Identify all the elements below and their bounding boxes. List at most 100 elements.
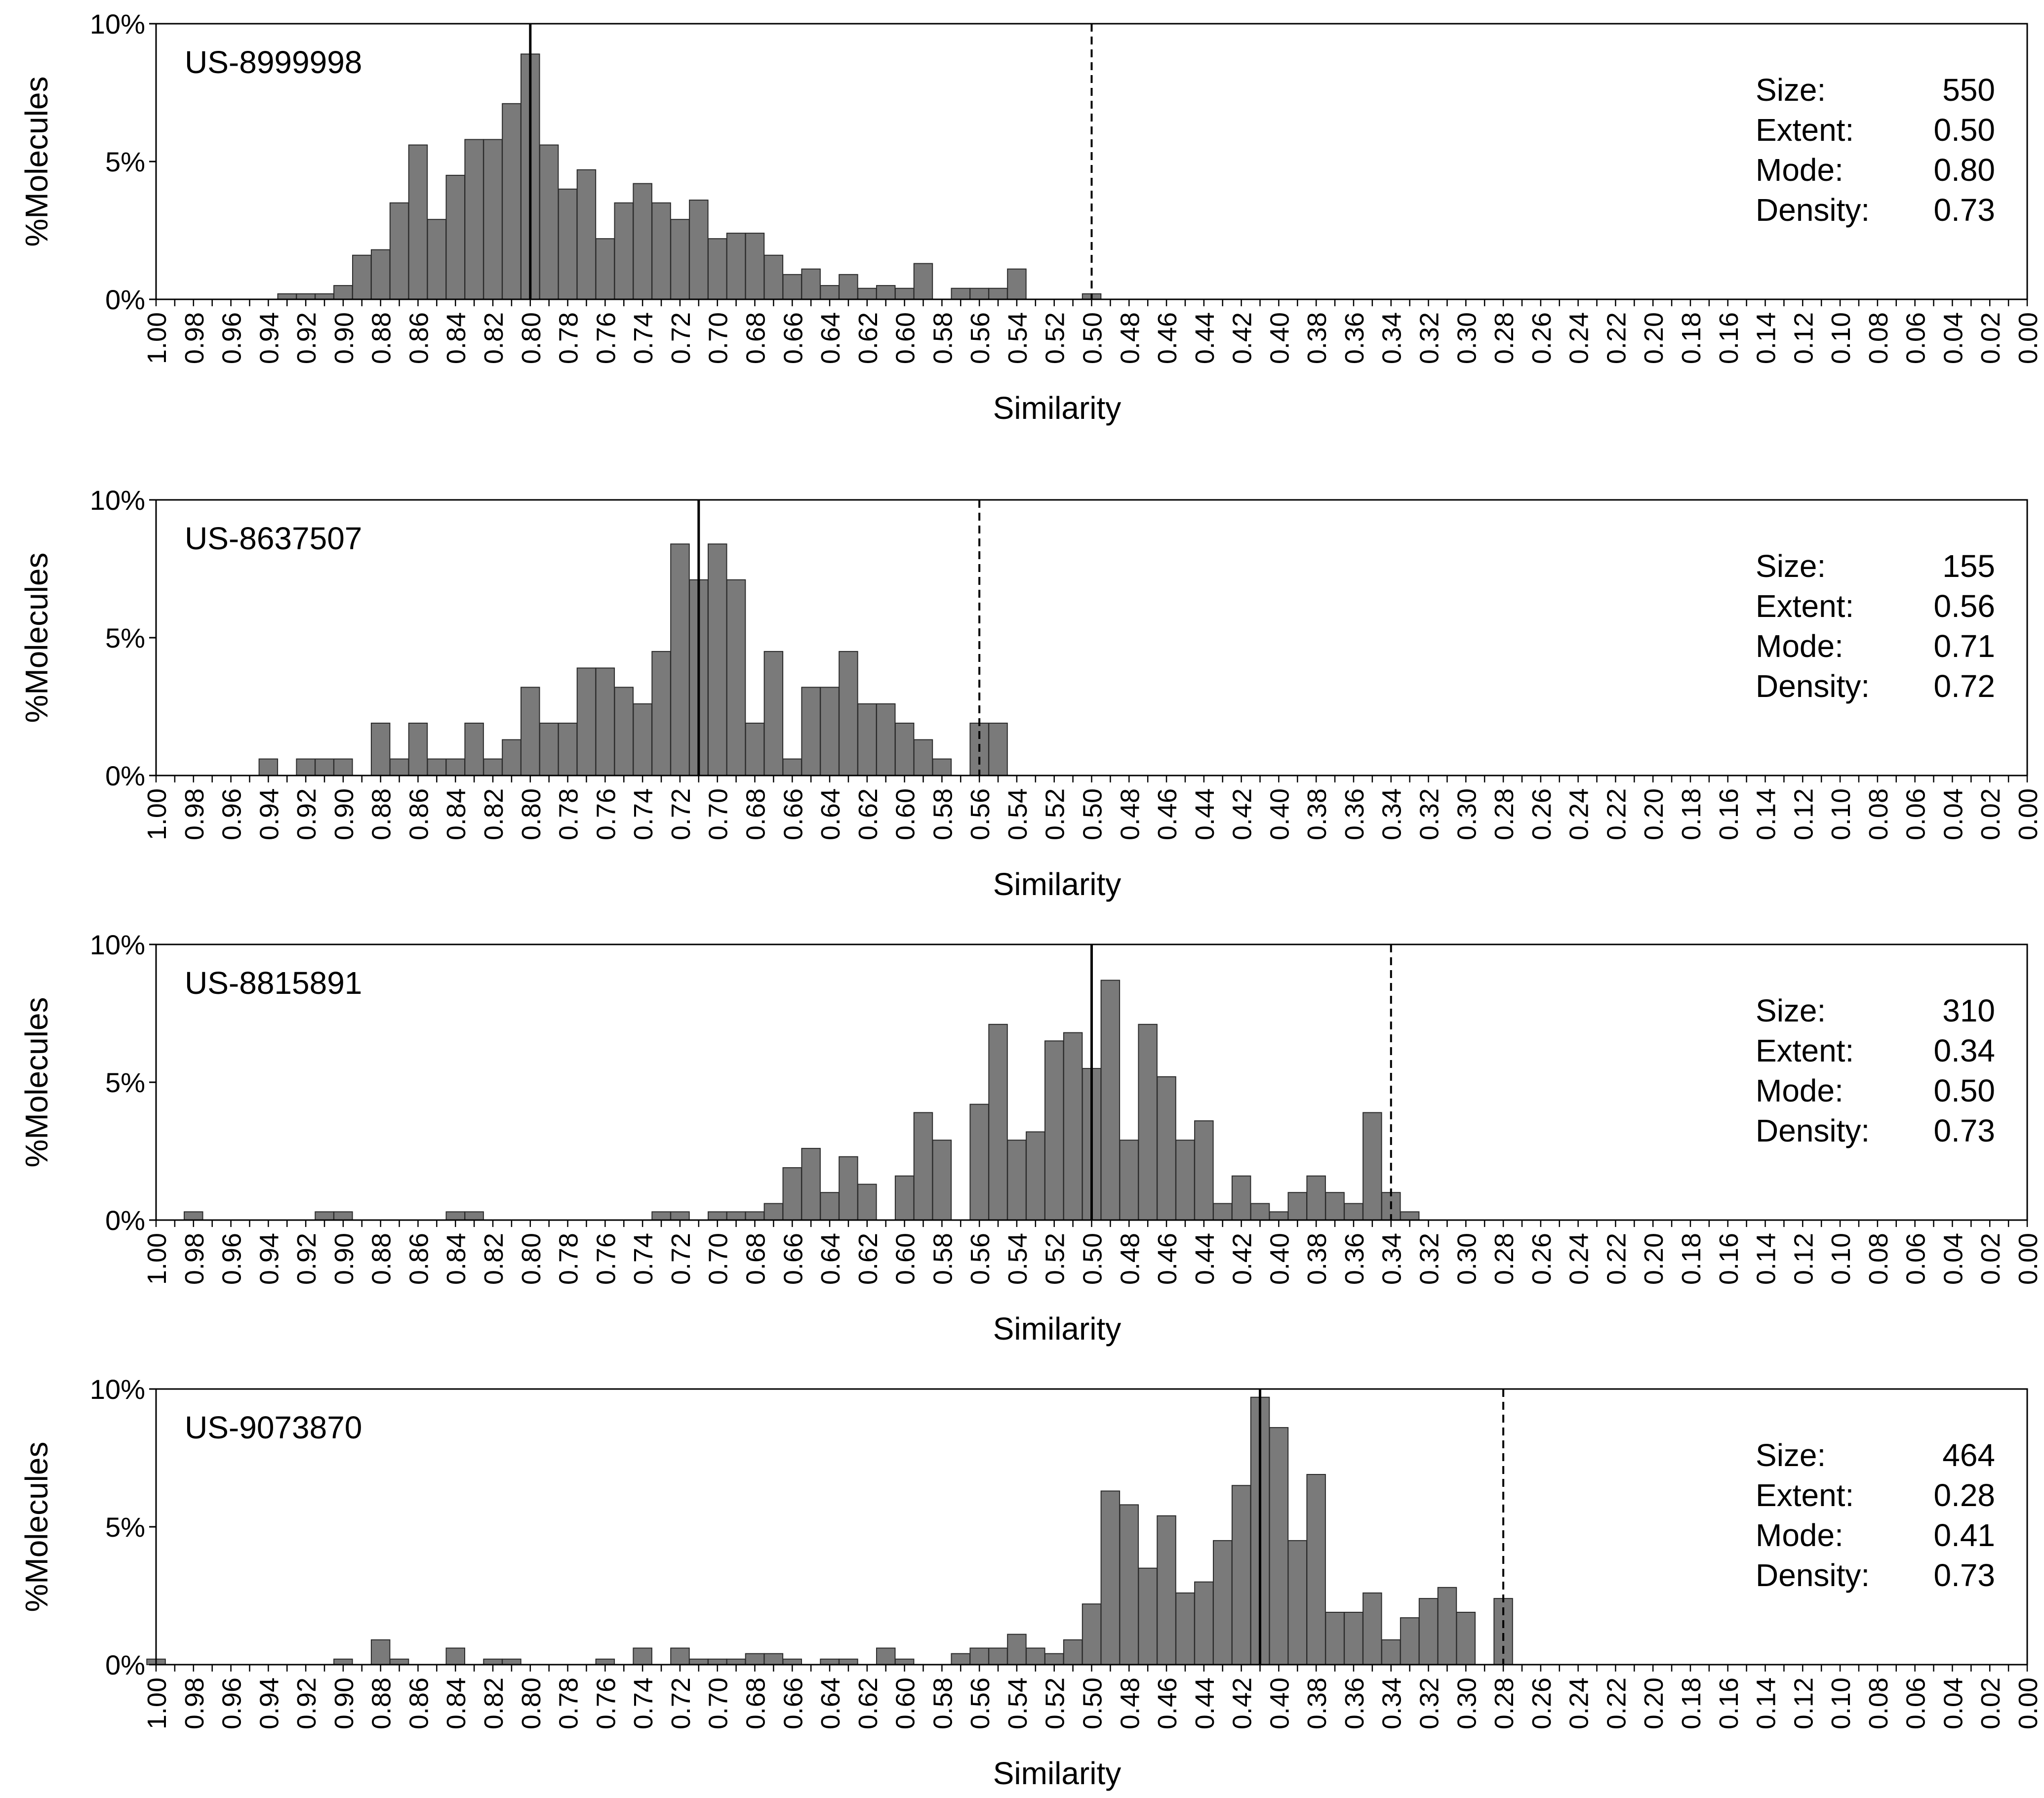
x-tick-label: 0.50 — [1078, 312, 1108, 364]
histogram-bar — [708, 1658, 727, 1666]
histogram-bar — [464, 1211, 484, 1221]
histogram-bar — [1044, 1040, 1064, 1221]
y-tick-label: 0% — [105, 1649, 145, 1680]
stat-label: Mode: — [1756, 1517, 1844, 1553]
x-tick-label: 0.34 — [1377, 1677, 1407, 1729]
histogram-panel-4: 0%5%10%1.00 0.98 0.96 0.94 0.92 0.90 0.88 0.86 0… — [19, 1374, 2043, 1791]
x-tick-label: 0.66 — [778, 788, 808, 840]
stat-label: Size: — [1756, 548, 1826, 584]
histogram-bar — [1157, 1515, 1176, 1665]
x-tick-label: 0.84 — [441, 788, 471, 840]
histogram-bar — [389, 202, 409, 300]
x-tick-label: 0.26 — [1527, 1677, 1557, 1729]
histogram-bar — [988, 723, 1008, 776]
histogram-bar — [483, 1658, 503, 1666]
stat-label: Density: — [1756, 1557, 1870, 1593]
x-tick-label: 0.44 — [1190, 788, 1220, 840]
histogram-bar — [464, 723, 484, 776]
y-tick-label: 10% — [90, 8, 145, 40]
histogram-bar — [370, 249, 391, 300]
histogram-bar — [1363, 1592, 1382, 1665]
y-axis-title: %Molecules — [19, 552, 54, 723]
x-tick-label: 0.22 — [1602, 1677, 1631, 1729]
x-tick-label: 0.66 — [778, 312, 808, 364]
x-tick-label: 0.60 — [891, 1233, 921, 1285]
y-tick-label: 5% — [105, 1067, 145, 1098]
x-tick-label: 0.50 — [1078, 788, 1108, 840]
histogram-bar — [633, 1647, 652, 1665]
histogram-bar — [726, 233, 746, 300]
x-tick-label: 0.82 — [479, 788, 509, 840]
plot-frame — [155, 499, 2028, 776]
x-tick-label: 0.00 — [2013, 1233, 2043, 1285]
histogram-bar — [651, 202, 671, 300]
x-tick-label: 0.10 — [1826, 1233, 1856, 1285]
x-tick-label: 0.26 — [1527, 788, 1557, 840]
x-tick-label: 0.30 — [1452, 788, 1482, 840]
x-tick-label: 0.04 — [1938, 788, 1968, 840]
x-tick-label: 0.20 — [1639, 788, 1669, 840]
histogram-bar — [427, 758, 447, 776]
x-tick-label: 0.70 — [704, 1233, 733, 1285]
histogram-bar — [782, 758, 802, 776]
x-tick-label: 0.30 — [1452, 1233, 1482, 1285]
x-tick-label: 0.34 — [1377, 788, 1407, 840]
x-tick-label: 0.08 — [1864, 1233, 1893, 1285]
histogram-bar — [670, 219, 690, 300]
x-tick-label: 0.68 — [741, 312, 771, 364]
x-tick-label: 0.78 — [554, 1233, 584, 1285]
x-tick-label: 0.28 — [1489, 788, 1519, 840]
histogram-bar — [763, 1203, 784, 1221]
histogram-bar — [1119, 1504, 1139, 1665]
histogram-bar — [988, 287, 1008, 300]
x-tick-label: 0.90 — [329, 1677, 359, 1729]
y-axis-title: %Molecules — [19, 76, 54, 246]
histogram-bar — [894, 1658, 915, 1666]
x-tick-label: 0.70 — [704, 312, 733, 364]
x-tick-label: 0.32 — [1415, 788, 1444, 840]
histogram-bar — [258, 758, 279, 776]
histogram-bar — [333, 758, 353, 776]
x-tick-label: 0.62 — [853, 788, 883, 840]
x-tick-label: 0.48 — [1115, 788, 1145, 840]
x-tick-label: 0.40 — [1265, 788, 1294, 840]
histogram-bar — [894, 1175, 915, 1221]
histogram-bar — [913, 1112, 933, 1221]
histogram-bar — [614, 202, 634, 300]
x-tick-label: 0.96 — [217, 1677, 247, 1729]
y-axis-title: %Molecules — [19, 997, 54, 1167]
x-tick-label: 0.92 — [292, 1677, 321, 1729]
y-tick-label: 5% — [105, 146, 145, 177]
histogram-bar — [894, 723, 915, 776]
x-tick-label: 0.80 — [517, 1677, 546, 1729]
histogram-bar — [1400, 1617, 1420, 1666]
x-tick-label: 0.48 — [1115, 312, 1145, 364]
histogram-bar — [445, 174, 465, 300]
histogram-bar — [558, 188, 578, 300]
x-tick-label: 0.86 — [404, 312, 434, 364]
histogram-bar — [1175, 1592, 1195, 1665]
x-tick-label: 0.94 — [254, 788, 284, 840]
x-tick-label: 0.88 — [367, 788, 397, 840]
x-tick-label: 0.02 — [1976, 1677, 2005, 1729]
x-tick-label: 0.12 — [1789, 1677, 1818, 1729]
histogram-bar — [427, 219, 447, 300]
stat-value: 0.28 — [1933, 1477, 1995, 1513]
x-tick-label: 0.58 — [928, 1677, 958, 1729]
stat-value: 0.50 — [1933, 112, 1995, 148]
histogram-bar — [389, 1658, 409, 1666]
x-tick-label: 0.20 — [1639, 1233, 1669, 1285]
x-tick-label: 0.18 — [1677, 788, 1706, 840]
histogram-bar — [708, 238, 727, 300]
x-tick-label: 0.70 — [704, 788, 733, 840]
x-tick-label: 0.72 — [666, 312, 696, 364]
x-tick-label: 0.46 — [1153, 1677, 1182, 1729]
stat-label: Extent: — [1756, 1477, 1854, 1513]
x-tick-label: 0.14 — [1752, 788, 1781, 840]
x-tick-label: 0.22 — [1602, 788, 1631, 840]
x-tick-label: 0.28 — [1489, 1233, 1519, 1285]
x-tick-label: 0.96 — [217, 1233, 247, 1285]
x-tick-label: 0.16 — [1714, 1677, 1744, 1729]
x-tick-label: 0.06 — [1901, 1233, 1931, 1285]
x-axis-title: Similarity — [993, 1756, 1122, 1791]
